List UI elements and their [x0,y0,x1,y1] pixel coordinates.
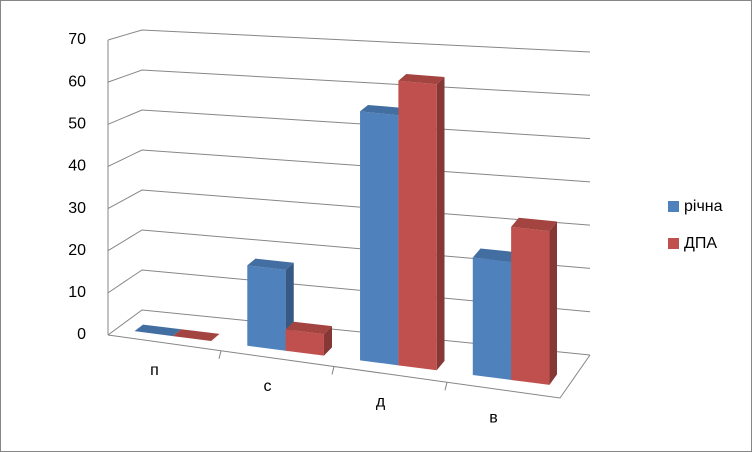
bar-front [472,257,512,380]
x-tick [218,350,222,359]
x-tick [444,382,448,391]
bar-front [247,265,286,351]
legend-swatch [668,238,679,249]
bar-side [323,326,332,356]
y-tick-label: 0 [77,326,86,343]
floor-edge [107,334,591,399]
y-tick-label: 40 [68,158,86,175]
grid-line [107,29,591,53]
y-tick-label: 70 [68,31,86,48]
bar-top [398,73,445,85]
bar-front [360,111,399,366]
bar-front [511,226,550,385]
bar-front [398,80,437,371]
x-tick-label: п [150,362,159,379]
bar-front [285,329,324,356]
legend-swatch [668,201,679,212]
legend-label: річна [684,198,723,215]
x-tick [331,366,335,375]
bar-top [285,321,332,335]
x-tick-label: д [376,394,386,411]
legend-label: ДПА [684,235,717,252]
bar-side [549,221,557,385]
y-tick-label: 50 [68,116,86,133]
bar-top [134,324,182,337]
y-tick-label: 60 [68,73,86,90]
y-tick-label: 30 [68,200,86,217]
bar-top [472,248,519,262]
bar-top [247,258,294,270]
x-tick-label: с [264,378,272,395]
bar-top [360,104,407,116]
y-tick-label: 10 [68,284,86,301]
y-tick-label: 20 [68,242,86,259]
bar-top [172,329,220,342]
bar-top [511,217,557,232]
bar-side [436,77,445,371]
x-tick-label: в [489,409,498,426]
